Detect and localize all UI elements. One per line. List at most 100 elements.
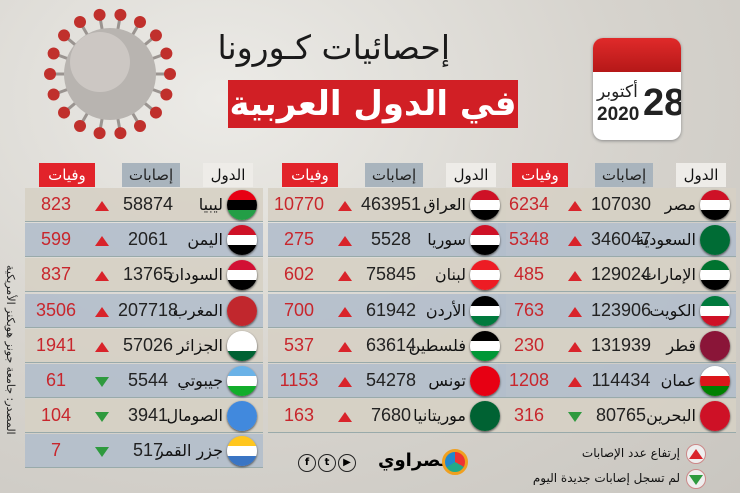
youtube-icon[interactable]: ▶	[338, 454, 356, 472]
country-flag-icon	[700, 401, 730, 432]
trend-up-icon	[568, 306, 582, 317]
column-header-cases: إصابات	[595, 163, 653, 187]
legend-up-label: إرتفاع عدد الإصابات	[581, 446, 680, 460]
deaths-value: 1208	[508, 370, 550, 390]
table-row: 163 7680 موريتانيا	[268, 399, 506, 434]
cases-value: 75845	[365, 264, 417, 285]
trend-up-icon	[338, 341, 352, 352]
country-flag-icon	[700, 260, 730, 291]
country-flag-icon	[700, 366, 730, 396]
country-flag-icon	[700, 295, 730, 326]
legend-up-icon	[686, 444, 706, 464]
cases-value: 346047	[590, 229, 652, 250]
trend-up-icon	[568, 201, 582, 211]
table-row: 823 58874 ليبيا	[25, 188, 263, 222]
table-row: 837 13765 السودان	[25, 258, 263, 293]
column-header-deaths: وفيات	[512, 163, 568, 187]
calendar-date: 28 أكتوبر 2020	[593, 38, 681, 140]
trend-up-icon	[338, 201, 352, 211]
page-title: إحصائيات كـورونا	[217, 28, 450, 67]
cases-value: 54278	[365, 370, 417, 390]
column-header-country: الدول	[446, 163, 496, 187]
cases-value: 114434	[591, 370, 651, 390]
cases-value: 63614	[365, 334, 417, 355]
deaths-value: 1941	[35, 334, 77, 355]
table-row: 1208 114434 عمان	[498, 364, 736, 398]
table-row: 61 5544 جيبوتي	[25, 364, 263, 398]
country-name: تونس	[428, 371, 466, 390]
calendar-month: أكتوبر	[597, 82, 638, 102]
deaths-value: 316	[513, 405, 545, 426]
deaths-value: 10770	[273, 194, 325, 214]
country-flag-icon	[227, 260, 257, 291]
table-row: 7 517 جزر القمر	[25, 434, 263, 469]
country-flag-icon	[470, 190, 500, 220]
country-flag-icon	[227, 295, 257, 326]
deaths-value: 61	[45, 370, 67, 390]
country-name: البحرين	[646, 406, 696, 426]
trend-up-icon	[568, 236, 582, 247]
column-header-deaths: وفيات	[282, 163, 338, 187]
table-row: 1153 54278 تونس	[268, 364, 506, 398]
cases-value: 61942	[365, 299, 417, 320]
country-flag-icon	[470, 366, 500, 396]
table-row: 485 129024 الإمارات	[498, 258, 736, 293]
deaths-value: 602	[283, 264, 315, 285]
deaths-value: 5348	[508, 229, 550, 250]
column-header-country: الدول	[203, 163, 253, 187]
trend-up-icon	[95, 306, 109, 317]
trend-up-icon	[338, 236, 352, 247]
coronavirus-illustration	[44, 8, 176, 140]
country-flag-icon	[700, 190, 730, 220]
country-name: اليمن	[187, 230, 223, 250]
trend-up-icon	[338, 306, 352, 317]
country-name: المغرب	[172, 300, 223, 320]
source-note: المصدر: جامعة جونز هوبكنز الأمريكية	[4, 265, 17, 435]
cases-value: 129024	[590, 264, 652, 285]
country-name: السودان	[167, 265, 223, 285]
deaths-value: 3506	[35, 299, 77, 320]
country-flag-icon	[227, 225, 257, 256]
twitter-icon[interactable]: t	[318, 454, 336, 472]
country-name: قطر	[666, 335, 696, 355]
table-row: 5348 346047 السعودية	[498, 223, 736, 258]
deaths-value: 230	[513, 334, 545, 355]
cases-value: 517	[132, 440, 164, 461]
calendar-day: 28	[643, 82, 681, 124]
legend-down-label: لم تسجل إصابات جديدة اليوم	[532, 471, 680, 485]
table-row: 10770 463951 العراق	[268, 188, 506, 222]
country-flag-icon	[227, 330, 257, 361]
calendar-year: 2020	[597, 104, 640, 125]
country-name: لبنان	[434, 265, 466, 285]
country-name: سوريا	[427, 230, 466, 250]
deaths-value: 837	[40, 264, 72, 285]
legend-down-icon	[686, 469, 706, 489]
trend-up-icon	[568, 271, 582, 282]
column-header-deaths: وفيات	[39, 163, 95, 187]
country-flag-icon	[227, 401, 257, 432]
country-name: جزر القمر	[155, 441, 223, 461]
table-row: 316 80765 البحرين	[498, 399, 736, 434]
country-name: جيبوتي	[177, 371, 223, 390]
cases-value: 5528	[370, 229, 412, 250]
cases-value: 57026	[122, 334, 174, 355]
cases-value: 207718	[117, 299, 179, 320]
brand-logo-text: مصراوي	[378, 450, 452, 471]
deaths-value: 823	[40, 194, 72, 214]
table-row: 599 2061 اليمن	[25, 223, 263, 258]
deaths-value: 700	[283, 299, 315, 320]
trend-up-icon	[338, 377, 352, 387]
brand-logo-icon	[442, 449, 468, 475]
country-flag-icon	[227, 436, 257, 467]
table-row: 763 123906 الكويت	[498, 293, 736, 328]
deaths-value: 537	[283, 334, 315, 355]
deaths-value: 104	[40, 405, 72, 426]
cases-value: 2061	[127, 229, 169, 250]
deaths-value: 1153	[279, 370, 319, 390]
facebook-icon[interactable]: f	[298, 454, 316, 472]
trend-up-icon	[95, 341, 109, 352]
country-flag-icon	[700, 330, 730, 361]
trend-up-icon	[95, 271, 109, 282]
country-name: الكويت	[649, 300, 696, 320]
cases-value: 7680	[370, 405, 412, 426]
